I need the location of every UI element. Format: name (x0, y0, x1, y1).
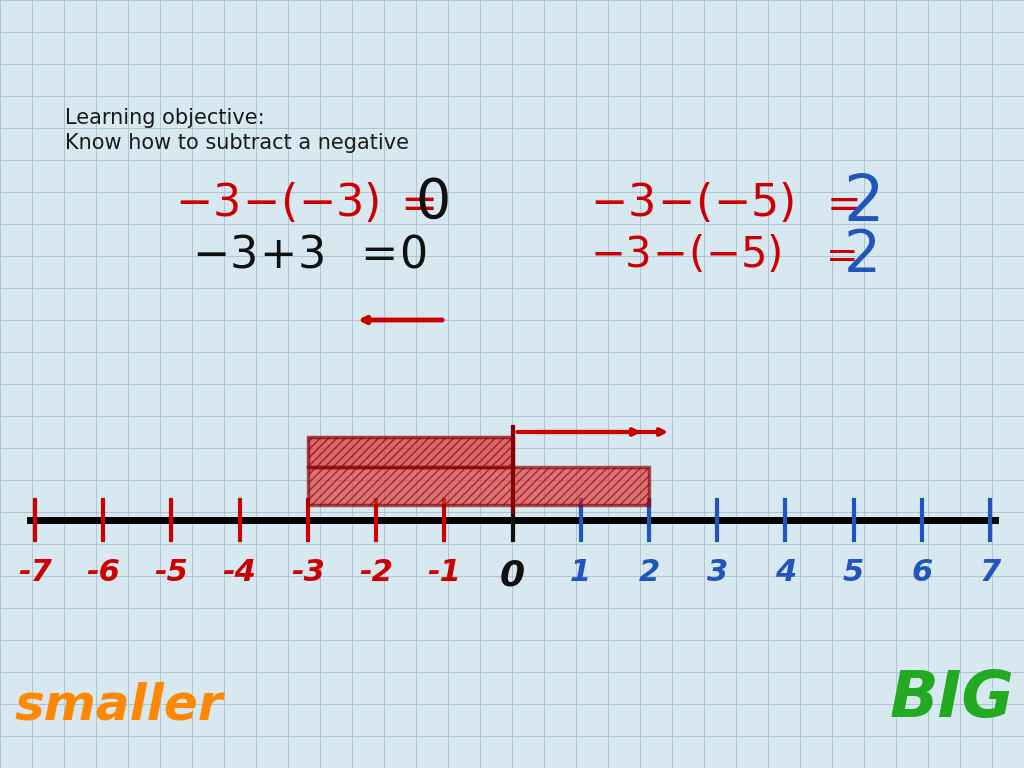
Text: $=$: $=$ (392, 181, 435, 224)
Text: -1: -1 (427, 558, 461, 587)
Text: BIG: BIG (890, 668, 1015, 730)
Text: Know how to subtract a negative: Know how to subtract a negative (65, 133, 409, 153)
Text: $=$: $=$ (818, 236, 856, 274)
Text: $2$: $2$ (843, 227, 877, 283)
Text: -6: -6 (86, 558, 120, 587)
Bar (308, 437, 512, 467)
Text: $=\!0$: $=\!0$ (352, 233, 427, 276)
Text: smaller: smaller (15, 682, 223, 730)
Text: $-3\!-\!(-5)$: $-3\!-\!(-5)$ (590, 234, 781, 276)
Text: $-3\!-\!(-3)$: $-3\!-\!(-3)$ (175, 181, 379, 225)
Text: -2: -2 (359, 558, 393, 587)
Text: $=$: $=$ (818, 182, 858, 224)
Bar (308, 467, 649, 505)
Text: 0: 0 (500, 558, 525, 592)
Text: 2: 2 (638, 558, 659, 587)
Text: 5: 5 (843, 558, 864, 587)
Text: 6: 6 (911, 558, 933, 587)
Text: -3: -3 (291, 558, 325, 587)
Text: -5: -5 (155, 558, 188, 587)
Text: $2$: $2$ (843, 172, 880, 234)
Text: -4: -4 (222, 558, 257, 587)
Text: 4: 4 (775, 558, 796, 587)
Text: 7: 7 (979, 558, 1000, 587)
Text: $-3\!+\!3$: $-3\!+\!3$ (193, 233, 325, 276)
Text: 3: 3 (707, 558, 728, 587)
Text: -7: -7 (18, 558, 52, 587)
Text: Learning objective:: Learning objective: (65, 108, 264, 128)
Text: $0$: $0$ (415, 176, 449, 230)
Text: 1: 1 (570, 558, 591, 587)
Text: $-3\!-\!(-5)$: $-3\!-\!(-5)$ (590, 181, 795, 225)
